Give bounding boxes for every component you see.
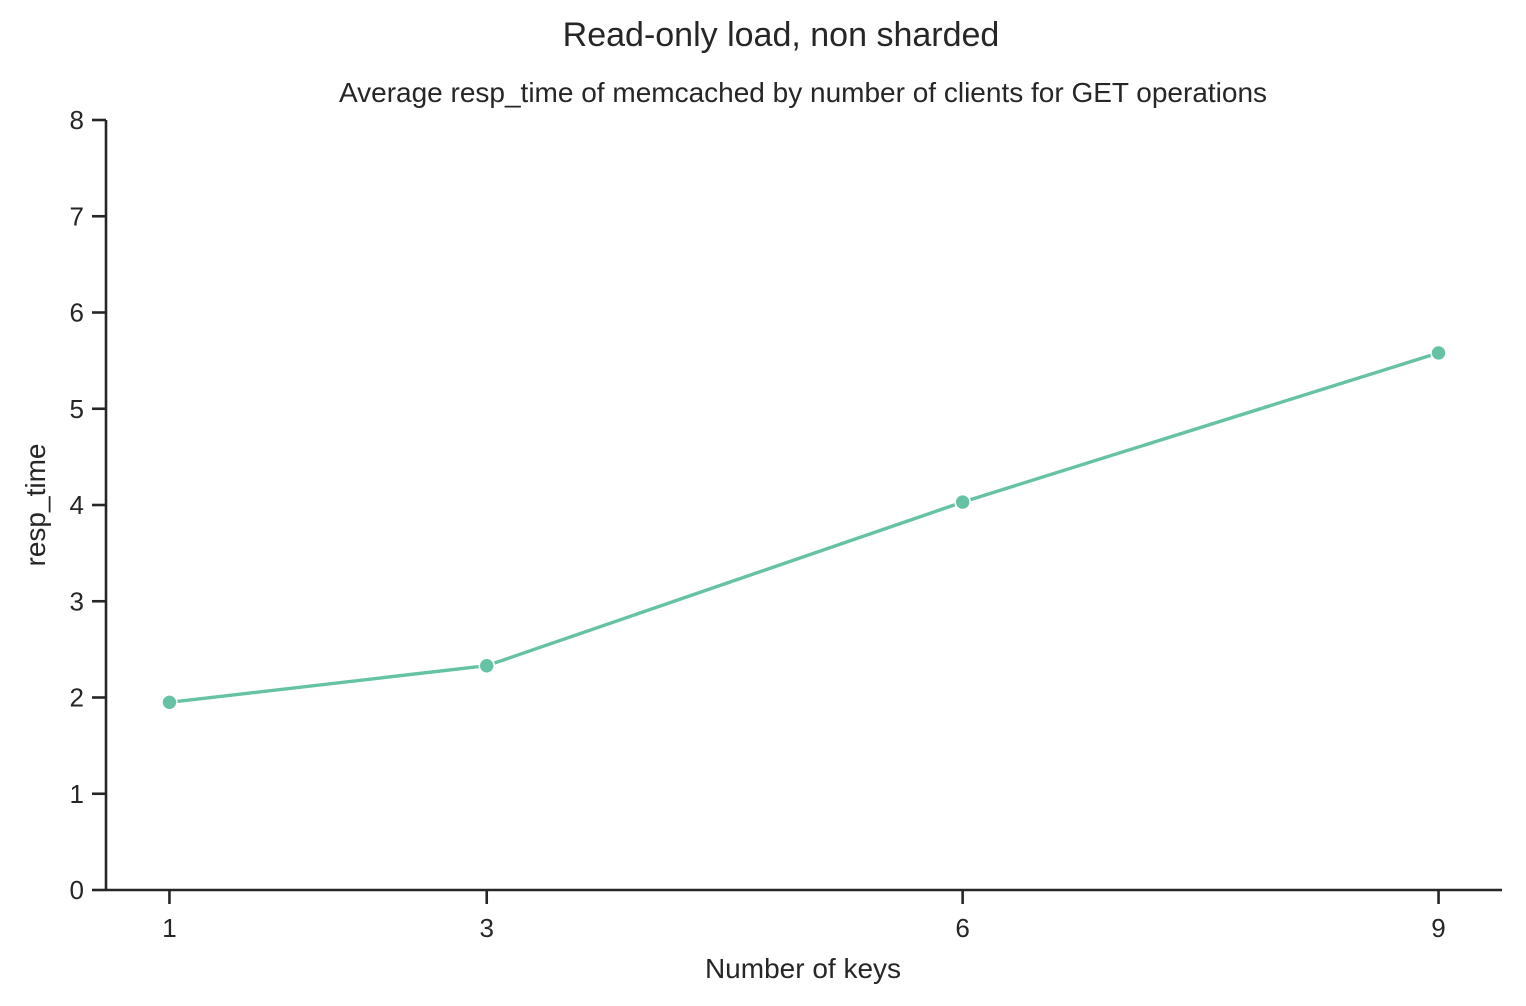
x-tick-label: 6 [955,913,969,943]
series-layer [161,344,1447,711]
y-tick-label: 8 [70,105,84,135]
x-axis-label: Number of keys [705,953,901,984]
data-point [161,694,178,711]
y-tick-label: 3 [70,586,84,616]
y-tick-label: 7 [70,201,84,231]
figure-suptitle: Read-only load, non sharded [563,16,1000,54]
data-point [954,493,971,511]
data-point [1430,344,1447,362]
y-tick-label: 2 [70,683,84,713]
data-point [478,657,496,675]
y-axis-ticks: 0 1 2 3 4 5 6 7 8 [70,105,106,905]
x-tick-label: 9 [1431,913,1445,943]
chart-title: Average resp_time of memcached by number… [339,77,1267,108]
y-axis-label: resp_time [20,444,51,567]
y-tick-label: 0 [70,875,84,905]
y-tick-label: 5 [70,394,84,424]
y-tick-label: 4 [70,490,84,520]
series-line [167,351,1441,704]
y-tick-label: 6 [70,298,84,328]
x-tick-label: 1 [162,913,176,943]
x-axis-ticks: 1 3 6 9 [162,890,1446,943]
x-tick-label: 3 [479,913,493,943]
y-tick-label: 1 [70,779,84,809]
